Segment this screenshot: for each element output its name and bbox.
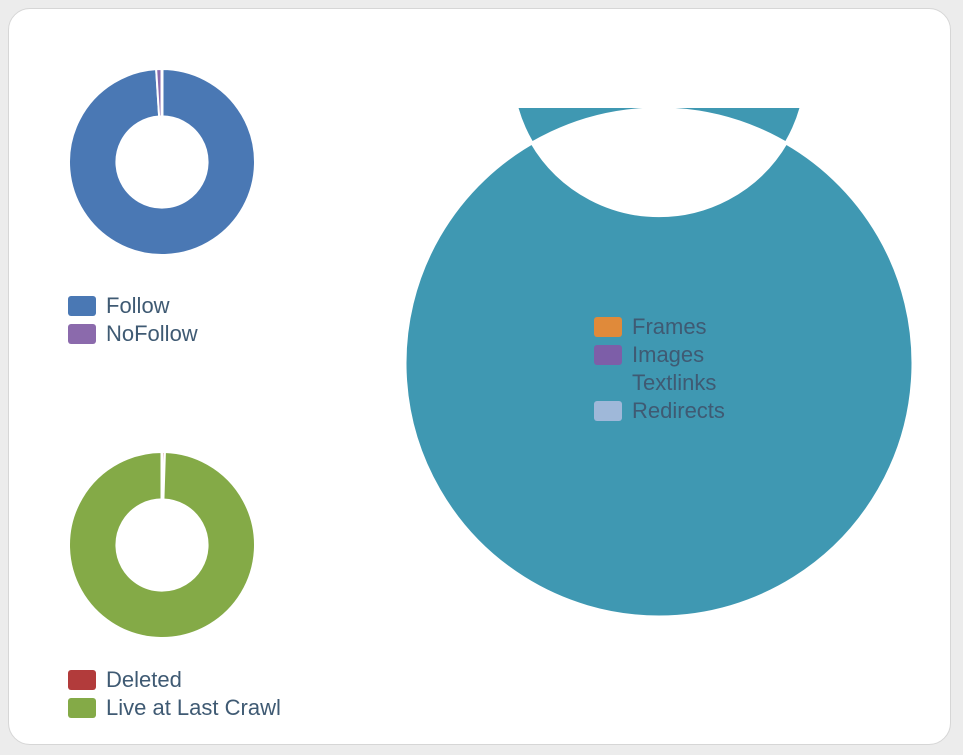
legend-swatch xyxy=(68,324,96,344)
legend-swatch xyxy=(68,670,96,690)
follow-nofollow-legend: Follow NoFollow xyxy=(68,292,198,348)
legend-item-redirects[interactable]: Redirects xyxy=(594,397,725,425)
legend-label: Deleted xyxy=(106,667,182,692)
legend-item-live-at-last-crawl[interactable]: Live at Last Crawl xyxy=(68,694,281,722)
legend-label: Follow xyxy=(106,293,170,318)
follow-nofollow-donut xyxy=(68,68,256,256)
slice-live-at-last-crawl[interactable] xyxy=(68,451,256,639)
legend-item-nofollow[interactable]: NoFollow xyxy=(68,320,198,348)
legend-label: Frames xyxy=(632,314,707,339)
legend-label: Live at Last Crawl xyxy=(106,695,281,720)
link-type-donut xyxy=(404,108,914,618)
legend-item-textlinks[interactable]: Textlinks xyxy=(594,369,725,397)
legend-swatch xyxy=(594,401,622,421)
legend-label: Redirects xyxy=(632,398,725,423)
legend-swatch xyxy=(594,317,622,337)
legend-label: Images xyxy=(632,342,705,367)
link-type-legend: Frames Images Textlinks Redirects xyxy=(594,313,725,425)
legend-label: Textlinks xyxy=(632,370,717,395)
crawl-status-donut xyxy=(68,451,256,639)
legend-swatch xyxy=(594,373,622,393)
legend-swatch xyxy=(68,296,96,316)
legend-label: NoFollow xyxy=(106,321,198,346)
slice-textlinks[interactable] xyxy=(404,108,914,618)
legend-item-deleted[interactable]: Deleted xyxy=(68,666,281,694)
legend-item-follow[interactable]: Follow xyxy=(68,292,198,320)
legend-swatch xyxy=(68,698,96,718)
crawl-status-legend: Deleted Live at Last Crawl xyxy=(68,666,281,722)
legend-item-frames[interactable]: Frames xyxy=(594,313,725,341)
legend-swatch xyxy=(594,345,622,365)
legend-item-images[interactable]: Images xyxy=(594,341,725,369)
slice-follow[interactable] xyxy=(68,68,256,256)
